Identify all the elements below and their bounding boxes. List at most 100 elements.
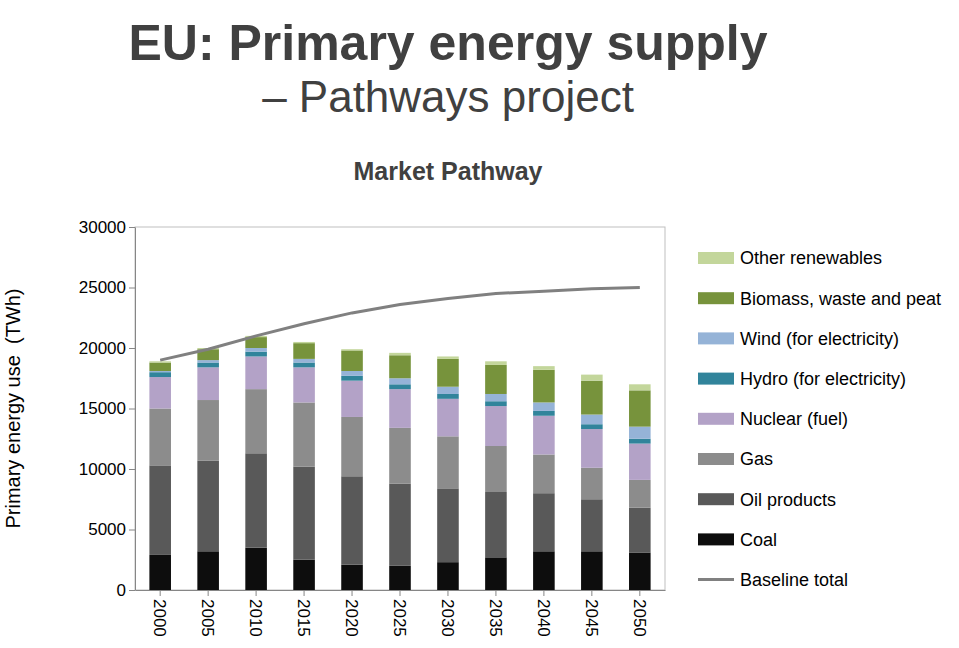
subtitle: – Pathways project [262,72,634,121]
y-axis: 050001000015000200002500030000 [79,218,136,600]
bar [245,348,267,352]
legend-swatch [698,292,734,304]
legend-item: Biomass, waste and peat [698,289,941,309]
bar [533,493,555,551]
legend-label: Hydro (for electricity) [740,369,906,389]
bar [341,349,363,350]
bar [581,468,603,499]
chart: EU: Primary energy supply– Pathways proj… [0,0,959,648]
x-tick: 2020 [342,590,361,637]
bar [341,381,363,417]
bar [293,343,315,359]
x-tick: 2045 [582,590,601,637]
x-tick-label: 2045 [582,599,601,637]
x-tick-label: 2020 [342,599,361,637]
bar-series [149,352,650,444]
bar-series [149,348,650,439]
bar [341,417,363,476]
legend-swatch [698,493,734,505]
bar [389,566,411,590]
y-tick: 10000 [79,460,135,479]
x-tick-mark [160,590,161,596]
bar [197,461,219,552]
legend-swatch [698,453,734,465]
bar [533,454,555,493]
y-tick: 15000 [79,399,135,418]
y-tick: 25000 [79,278,135,297]
x-tick: 2000 [150,590,169,637]
bar [437,394,459,399]
legend-label: Biomass, waste and peat [740,289,941,309]
bar [437,356,459,358]
y-tick-label: 20000 [79,339,126,358]
legend-item: Other renewables [698,248,882,268]
bar [245,352,267,357]
bar [485,365,507,394]
y-tick-mark [129,288,135,289]
bar [533,411,555,416]
bar [485,492,507,557]
y-tick-label: 30000 [79,218,126,237]
x-tick: 2005 [198,590,217,637]
legend-item: Coal [698,530,777,550]
bar [245,356,267,389]
y-tick-mark [129,348,135,349]
x-tick-mark [543,590,544,596]
x-tick-label: 2035 [486,599,505,637]
x-tick-label: 2040 [534,599,553,637]
bar [149,409,171,466]
y-tick-label: 15000 [79,399,126,418]
legend-item: Oil products [698,490,836,510]
bar [197,363,219,368]
bar [149,555,171,590]
bar [389,355,411,378]
x-tick-mark [639,590,640,596]
x-tick-mark [495,590,496,596]
bar [581,551,603,590]
bar [149,372,171,377]
bar [485,557,507,590]
legend-swatch [698,332,734,344]
bar [581,381,603,415]
bar [485,406,507,446]
y-axis-title: Primary energy use (TWh) [2,288,24,528]
y-tick-label: 25000 [79,278,126,297]
y-tick-mark [129,530,135,531]
bar [629,390,651,426]
bar [197,400,219,461]
title: EU: Primary energy supply [128,15,767,71]
legend-label: Oil products [740,490,836,510]
y-tick-label: 5000 [88,520,126,539]
bar-series [149,389,650,508]
legend-label: Gas [740,449,773,469]
bar [629,384,651,390]
legend-item: Hydro (for electricity) [698,369,906,389]
bar [293,467,315,560]
y-tick: 5000 [88,520,135,539]
bar [437,399,459,437]
bar [149,361,171,362]
legend-swatch [698,533,734,545]
bar [629,480,651,508]
legend-label: Baseline total [740,570,848,590]
bar [629,439,651,444]
bar [581,375,603,381]
bar [149,377,171,408]
bar [341,371,363,376]
bar [437,387,459,394]
bar [341,376,363,381]
x-tick: 2025 [390,590,409,637]
marks [149,288,650,591]
bar [197,551,219,590]
bar [245,389,267,453]
legend-swatch [698,373,734,385]
bar [437,562,459,590]
bar [245,453,267,547]
bar [533,370,555,403]
bar [629,444,651,480]
x-tick: 2030 [438,590,457,637]
bar [533,366,555,370]
x-tick-label: 2000 [150,599,169,637]
bar [389,484,411,566]
legend-item: Gas [698,449,773,469]
